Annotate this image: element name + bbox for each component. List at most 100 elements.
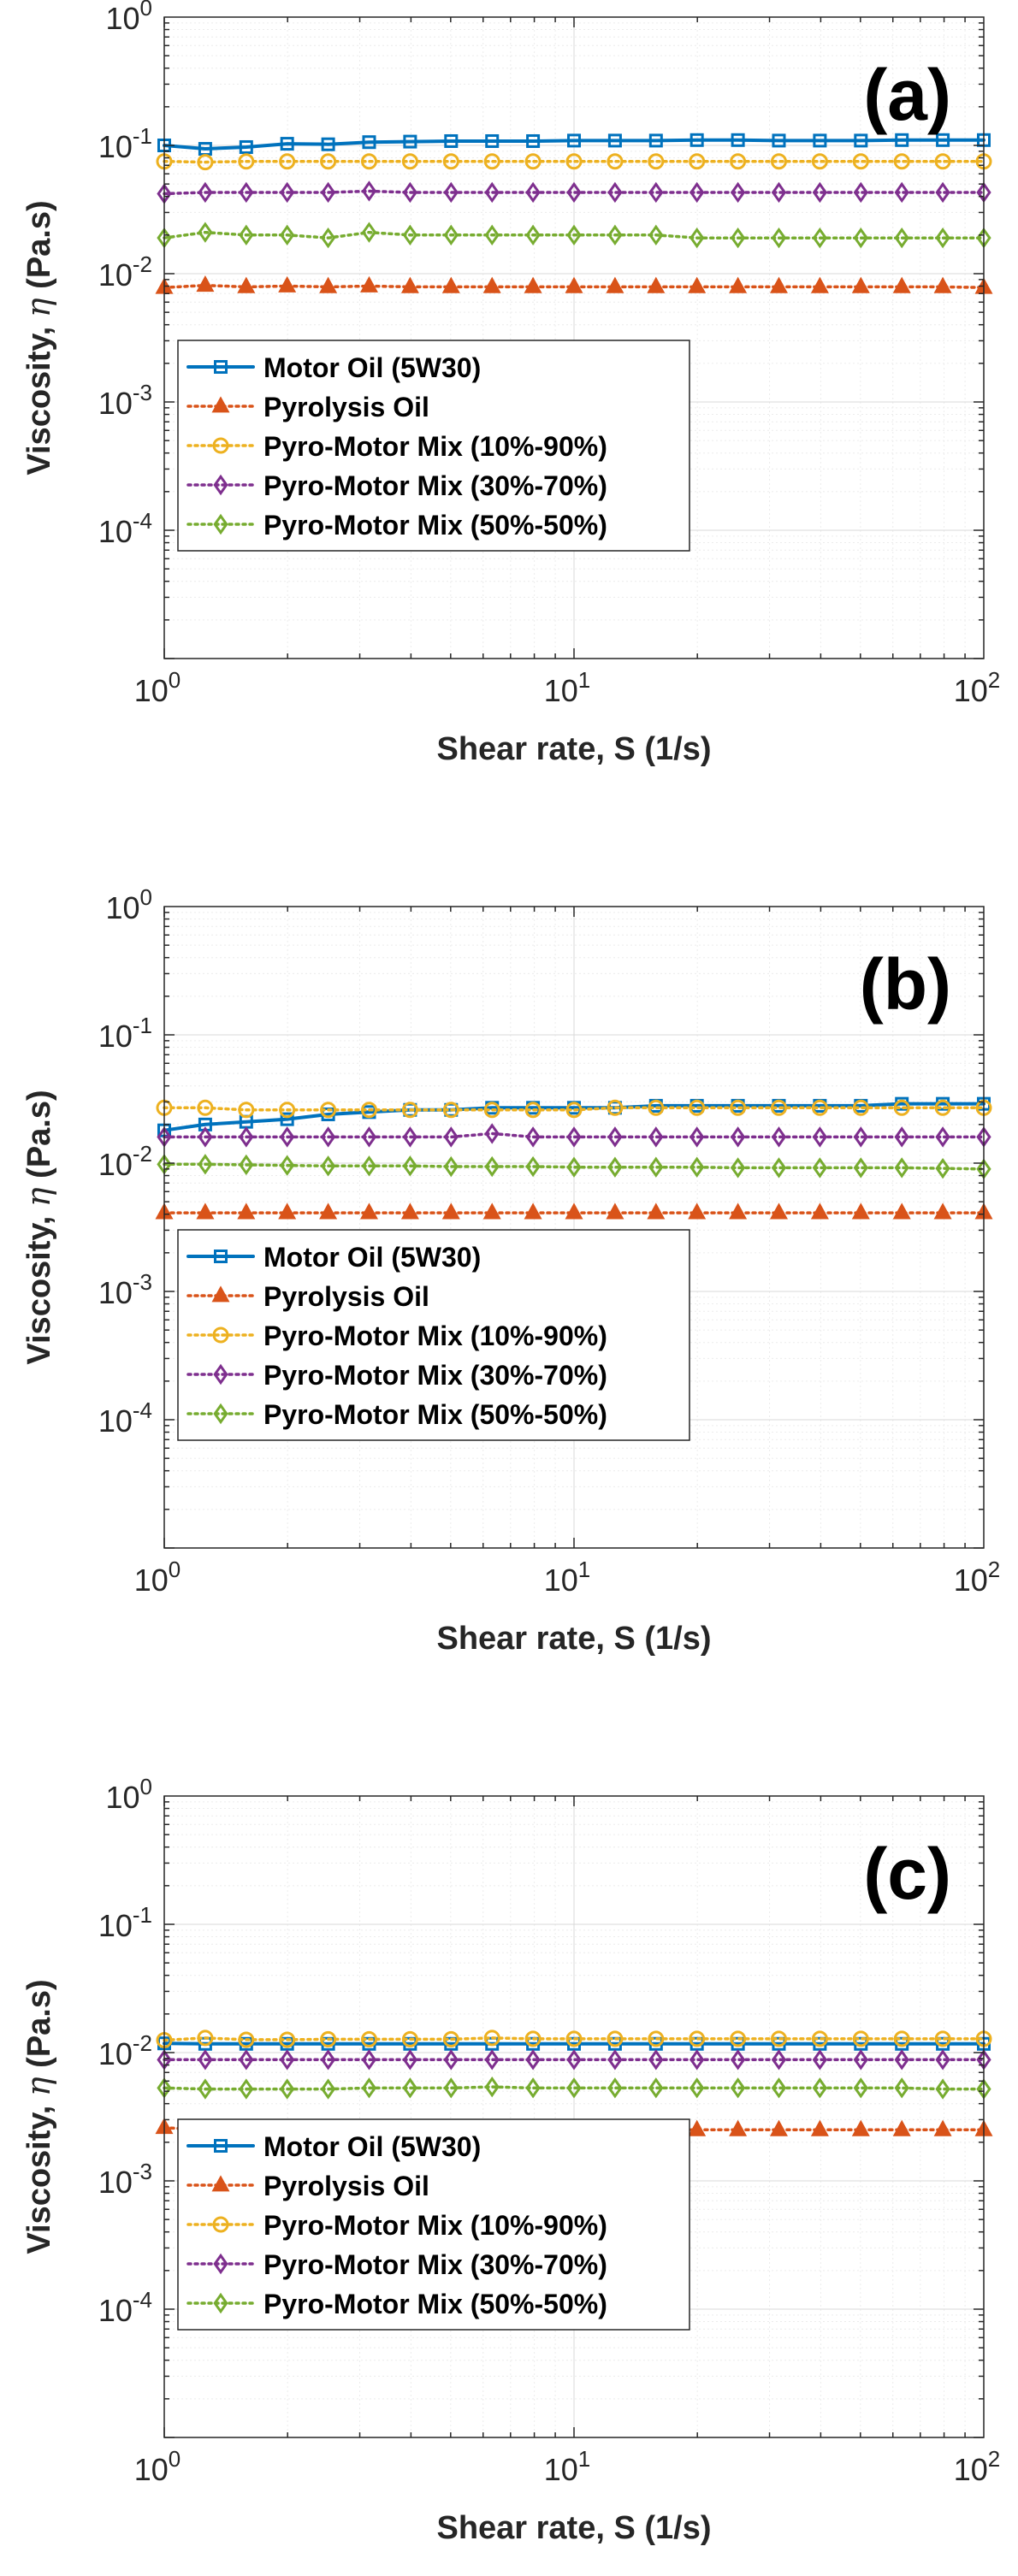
- legend-box: [177, 1229, 690, 1441]
- data-point: [361, 1126, 377, 1148]
- series-markers-5: [157, 2076, 991, 2100]
- data-point: [606, 1202, 624, 1220]
- legend-swatch-marker: [212, 2216, 229, 2233]
- data-point: [566, 181, 582, 204]
- data-point: [359, 275, 378, 292]
- data-point: [607, 153, 624, 170]
- y-tick-label: 10-4: [98, 2287, 152, 2328]
- data-point: [648, 224, 664, 246]
- data-point: [730, 2030, 747, 2047]
- data-point: [280, 181, 295, 204]
- data-point: [485, 133, 500, 148]
- data-point: [443, 224, 459, 246]
- data-point: [441, 1202, 460, 1220]
- data-point: [484, 2049, 500, 2071]
- legend-entry: Pyro-Motor Mix (30%-70%): [186, 2249, 607, 2280]
- data-point: [526, 133, 541, 148]
- data-point: [689, 2030, 706, 2047]
- data-point: [690, 2077, 705, 2099]
- data-point: [607, 2077, 623, 2099]
- data-point: [566, 224, 582, 246]
- data-point: [198, 181, 213, 204]
- data-point: [730, 1157, 746, 1179]
- data-point: [198, 1126, 213, 1148]
- data-point: [892, 2119, 911, 2136]
- data-point: [320, 2030, 337, 2047]
- data-point: [812, 2049, 828, 2071]
- x-tick-label: 100: [134, 667, 181, 708]
- data-point: [648, 181, 664, 204]
- data-point: [853, 1126, 868, 1148]
- data-point: [400, 276, 419, 293]
- legend-swatch-marker: [213, 2292, 228, 2314]
- data-point: [690, 1126, 705, 1148]
- data-point: [852, 2030, 869, 2047]
- y-tick-label: 10-3: [98, 380, 152, 421]
- series-line-4: [163, 1131, 985, 1139]
- x-tick-label: 102: [954, 1557, 1001, 1598]
- x-tick-label: 101: [544, 2446, 591, 2487]
- data-point: [565, 276, 583, 293]
- data-point: [933, 2119, 952, 2136]
- data-point: [320, 153, 337, 170]
- data-point: [361, 2049, 377, 2071]
- data-point: [851, 276, 870, 293]
- data-point: [442, 2030, 459, 2047]
- y-tick-label: 10-1: [98, 1013, 152, 1054]
- data-point: [565, 1102, 583, 1119]
- y-tick-label: 10-2: [98, 251, 152, 292]
- legend-label: Pyro-Motor Mix (30%-70%): [263, 2249, 607, 2280]
- data-point: [361, 222, 377, 243]
- data-point: [812, 1157, 828, 1179]
- data-point: [320, 1155, 336, 1177]
- series-markers-2: [155, 1202, 993, 1220]
- legend-entry: Pyrolysis Oil: [186, 1281, 429, 1312]
- x-tick-label: 101: [544, 1557, 591, 1598]
- data-point: [893, 1099, 910, 1116]
- data-point: [482, 1202, 501, 1220]
- y-tick-label: 10-3: [98, 1269, 152, 1310]
- x-tick-label: 100: [134, 1557, 181, 1598]
- data-point: [400, 1202, 419, 1220]
- data-point: [811, 2030, 828, 2047]
- data-point: [279, 1102, 296, 1119]
- data-point: [729, 276, 748, 293]
- chart-panel-2: 100 101 102 100 10-1 10-2 10-3 10-4 Shear rate, …: [20, 884, 1000, 1657]
- data-point: [239, 1154, 254, 1176]
- data-point: [238, 2031, 255, 2048]
- data-point: [238, 1102, 255, 1119]
- legend-label: Pyro-Motor Mix (10%-90%): [263, 1320, 607, 1351]
- data-point: [729, 2119, 748, 2136]
- data-point: [648, 1126, 664, 1148]
- data-point: [525, 1126, 541, 1148]
- data-point: [483, 153, 500, 170]
- data-point: [443, 2049, 459, 2071]
- data-point: [484, 1123, 500, 1144]
- x-tick-label: 102: [954, 2446, 1001, 2487]
- data-point: [360, 153, 377, 170]
- data-point: [810, 276, 829, 293]
- data-point: [565, 1202, 583, 1220]
- legend-swatch-marker: [213, 1403, 228, 1425]
- data-point: [441, 276, 460, 293]
- data-point: [934, 2030, 951, 2047]
- data-point: [892, 276, 911, 293]
- data-point: [280, 2078, 295, 2100]
- data-point: [729, 1202, 748, 1220]
- data-point: [894, 1157, 909, 1179]
- data-point: [812, 2077, 828, 2099]
- data-point: [730, 2049, 746, 2071]
- data-point: [690, 133, 704, 147]
- data-point: [648, 2077, 664, 2099]
- data-point: [935, 2049, 950, 2071]
- series-line-3: [163, 1106, 985, 1112]
- legend: Motor Oil (5W30) Pyrolysis Oil Pyro-Motor …: [177, 340, 690, 552]
- y-tick-label: 10-4: [98, 508, 152, 549]
- data-point: [401, 1102, 418, 1119]
- data-point: [730, 181, 746, 204]
- data-point: [894, 181, 909, 204]
- data-point: [567, 133, 581, 148]
- series-markers-4: [157, 1123, 991, 1148]
- series-line-5: [163, 230, 985, 239]
- data-point: [361, 180, 377, 202]
